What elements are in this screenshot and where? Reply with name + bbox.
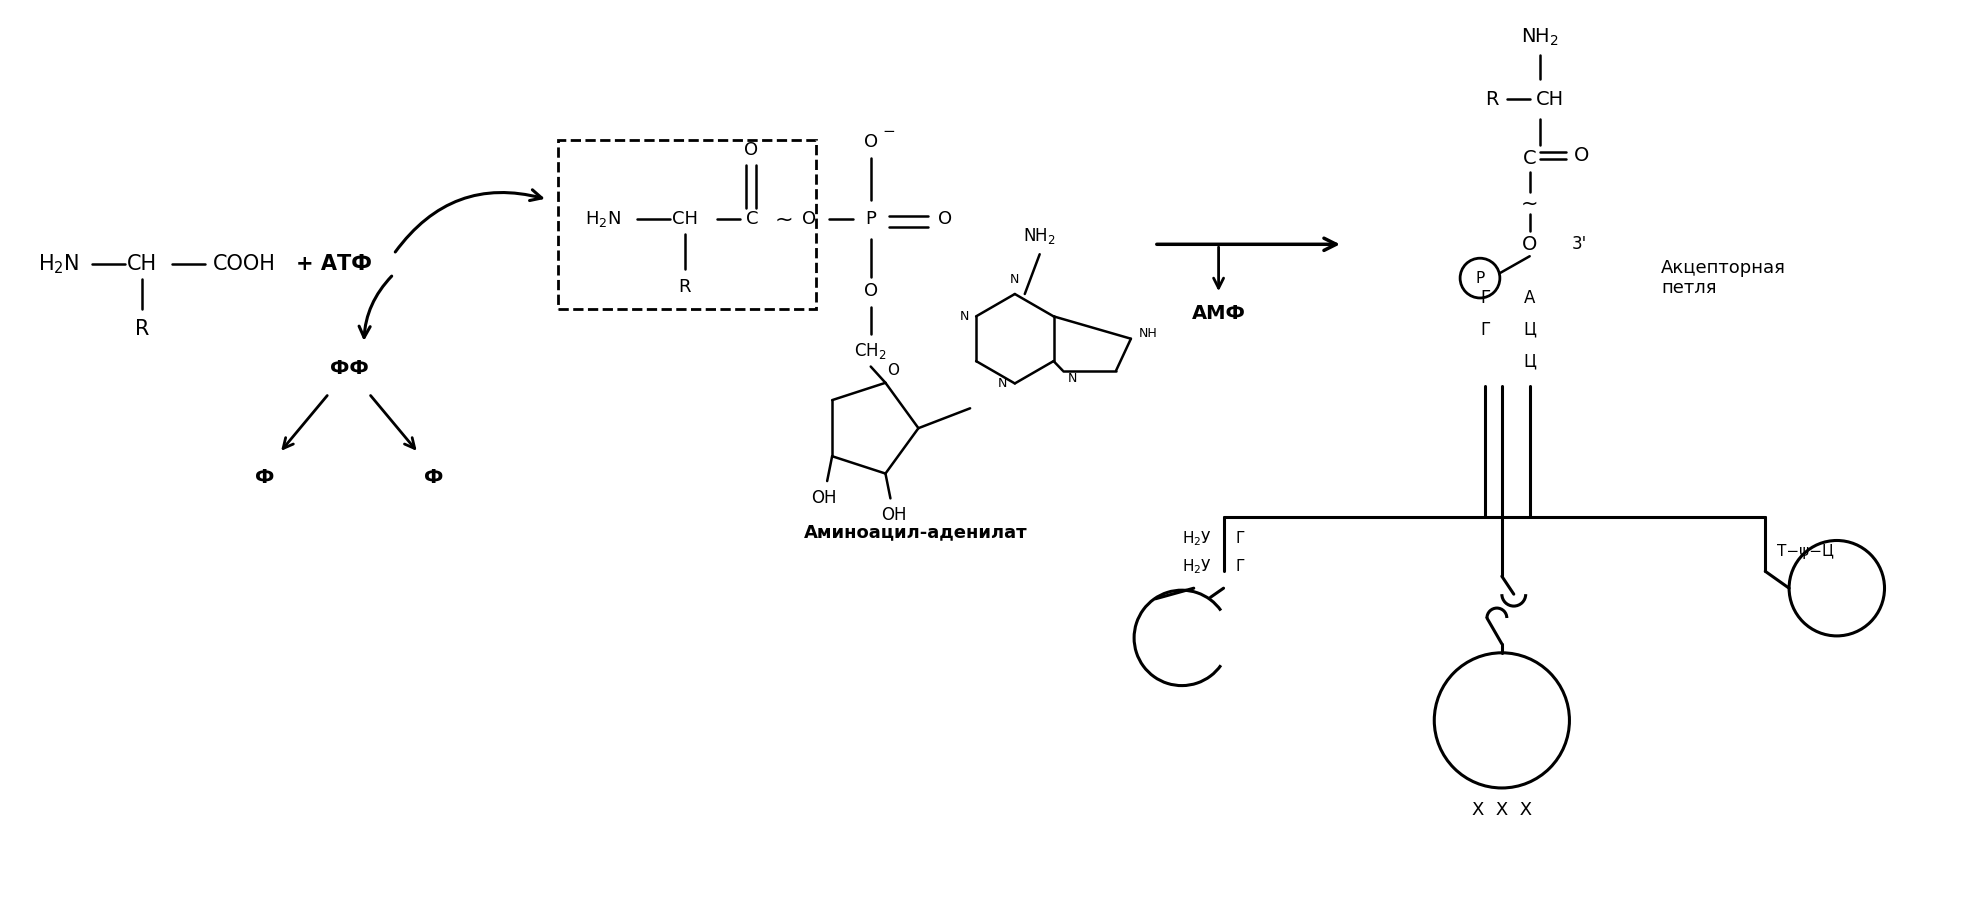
Text: N: N	[1067, 372, 1077, 385]
Text: 3': 3'	[1571, 236, 1587, 253]
Text: O: O	[864, 282, 877, 300]
Text: CH: CH	[126, 254, 158, 274]
Text: O: O	[1522, 235, 1537, 254]
Text: H$_2$У: H$_2$У	[1182, 557, 1211, 576]
Text: Ф: Ф	[423, 468, 443, 488]
Text: АМФ: АМФ	[1192, 304, 1245, 323]
Text: ФФ: ФФ	[330, 359, 368, 378]
Text: O: O	[887, 363, 899, 378]
Text: Г: Г	[1480, 289, 1490, 307]
Text: C: C	[1523, 150, 1537, 168]
Text: COOH: COOH	[213, 254, 277, 274]
Text: Г: Г	[1235, 531, 1245, 546]
Text: H$_2$N: H$_2$N	[38, 252, 79, 276]
Text: Т−ψ−Ц: Т−ψ−Ц	[1776, 544, 1834, 559]
Text: Г: Г	[1235, 559, 1245, 574]
Text: CH$_2$: CH$_2$	[854, 341, 887, 361]
Text: CH: CH	[672, 211, 698, 228]
Text: ~: ~	[1522, 194, 1539, 214]
Text: R: R	[134, 319, 150, 339]
Text: P: P	[1476, 270, 1484, 286]
Text: Ц: Ц	[1523, 352, 1535, 371]
Text: OH: OH	[881, 507, 907, 524]
Text: + АТФ: + АТФ	[296, 254, 371, 274]
Text: Аминоацил-аденилат: Аминоацил-аденилат	[804, 523, 1028, 541]
Text: −: −	[881, 124, 895, 140]
Text: H$_2$У: H$_2$У	[1182, 530, 1211, 548]
Text: O: O	[939, 211, 952, 228]
Text: Ц: Ц	[1523, 320, 1535, 339]
Text: ~: ~	[775, 209, 792, 229]
Text: NH$_2$: NH$_2$	[1522, 26, 1559, 48]
Text: NH$_2$: NH$_2$	[1024, 226, 1055, 247]
Text: Акцепторная
петля: Акцепторная петля	[1662, 258, 1786, 298]
Text: N: N	[1010, 273, 1020, 286]
Text: R: R	[678, 278, 692, 296]
Text: OH: OH	[812, 489, 838, 507]
Text: NH: NH	[1138, 327, 1158, 341]
Text: P: P	[865, 211, 875, 228]
Text: Х  Х  Х: Х Х Х	[1472, 801, 1531, 819]
Text: CH: CH	[1535, 89, 1563, 109]
Text: Г: Г	[1480, 320, 1490, 339]
Text: H$_2$N: H$_2$N	[585, 209, 620, 229]
Text: O: O	[864, 133, 877, 151]
Text: R: R	[1486, 89, 1498, 109]
Text: O: O	[1573, 146, 1589, 165]
Text: O: O	[802, 211, 816, 228]
Text: N: N	[960, 310, 968, 323]
Text: Ф: Ф	[255, 468, 275, 488]
Text: N: N	[998, 377, 1008, 390]
Text: А: А	[1523, 289, 1535, 307]
Text: O: O	[745, 141, 759, 159]
Text: C: C	[747, 211, 759, 228]
